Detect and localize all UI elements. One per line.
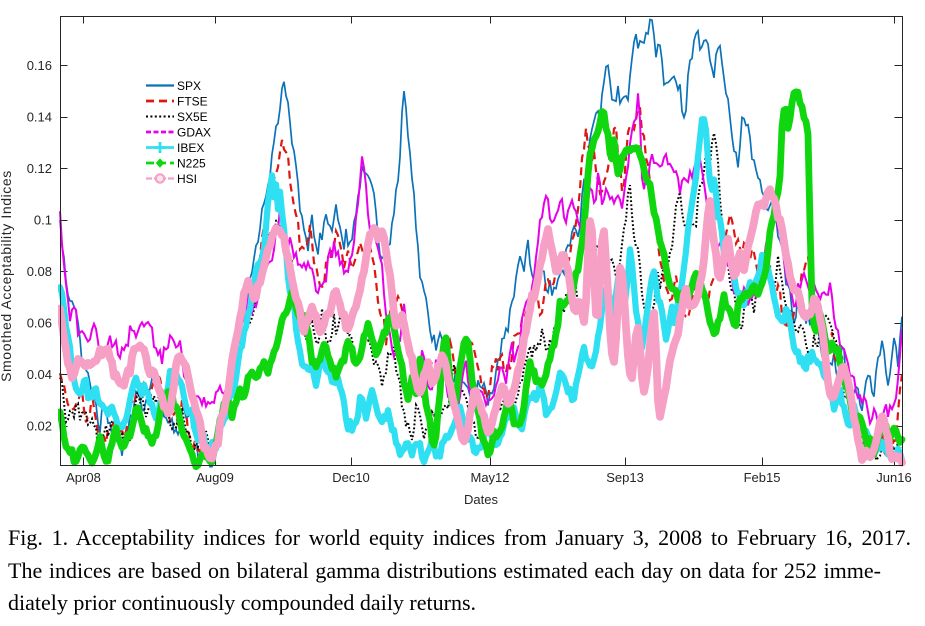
svg-text:Feb15: Feb15 xyxy=(744,470,781,485)
svg-text:0.14: 0.14 xyxy=(27,110,52,125)
svg-text:0.04: 0.04 xyxy=(27,367,52,382)
svg-text:HSI: HSI xyxy=(177,172,197,186)
svg-text:0.16: 0.16 xyxy=(27,58,52,73)
svg-text:IBEX: IBEX xyxy=(177,141,204,155)
svg-text:SX5E: SX5E xyxy=(177,110,208,124)
svg-text:0.08: 0.08 xyxy=(27,264,52,279)
svg-text:Sep13: Sep13 xyxy=(606,470,644,485)
svg-text:N225: N225 xyxy=(177,156,206,170)
svg-text:Aug09: Aug09 xyxy=(196,470,234,485)
svg-text:Smoothed Acceptability Indices: Smoothed Acceptability Indices xyxy=(0,170,14,382)
svg-text:Apr08: Apr08 xyxy=(66,470,101,485)
svg-text:Dec10: Dec10 xyxy=(332,470,370,485)
svg-text:May12: May12 xyxy=(470,470,509,485)
svg-text:0.02: 0.02 xyxy=(27,419,52,434)
svg-text:0.06: 0.06 xyxy=(27,316,52,331)
svg-text:SPX: SPX xyxy=(177,79,201,93)
svg-text:0.1: 0.1 xyxy=(34,213,52,228)
svg-text:Jun16: Jun16 xyxy=(876,470,911,485)
svg-text:0.12: 0.12 xyxy=(27,161,52,176)
svg-text:GDAX: GDAX xyxy=(177,125,211,139)
svg-text:FTSE: FTSE xyxy=(177,94,208,108)
svg-text:Dates: Dates xyxy=(464,492,498,507)
